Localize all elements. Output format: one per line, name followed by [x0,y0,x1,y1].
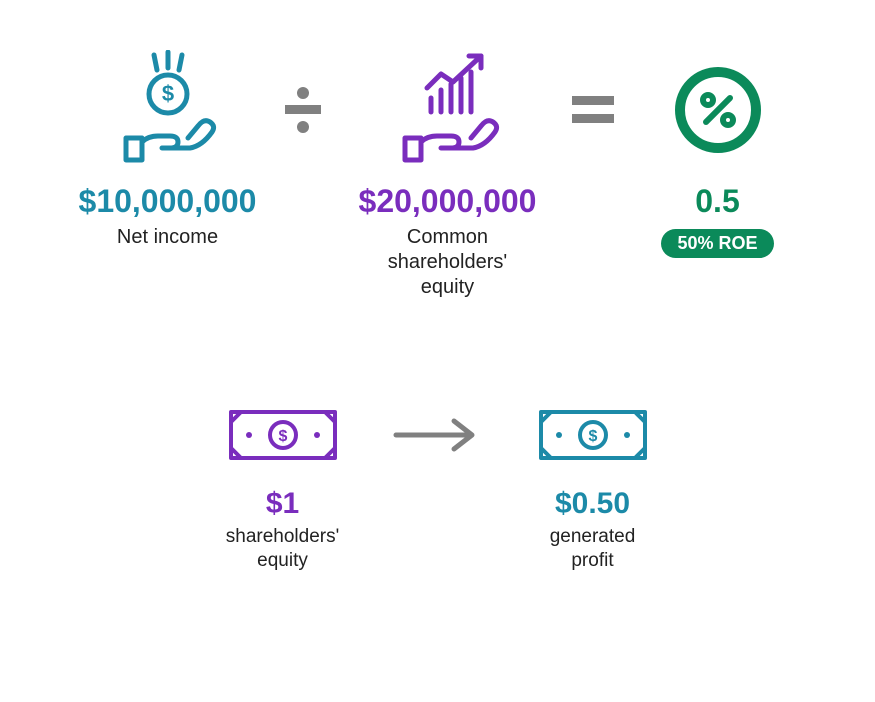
example-equity-block: $ $1 shareholders' equity [183,400,383,573]
svg-text:$: $ [588,428,597,445]
equity-label: Common shareholders' equity [388,225,507,300]
equity-value: $20,000,000 [359,184,537,219]
percent-circle-icon [668,50,768,170]
result-value: 0.5 [695,184,739,219]
example-equity-value: $1 [266,487,299,521]
hand-chart-icon [383,50,513,170]
equity-block: $20,000,000 Common shareholders' equity [338,50,558,300]
banknote-teal-icon: $ [533,400,653,475]
svg-text:$: $ [278,428,287,445]
net-income-block: $ $10,000,000 Net income [68,50,268,250]
roe-badge: 50% ROE [661,229,773,258]
example-profit-label: generated profit [550,525,636,573]
net-income-label: Net income [117,225,218,250]
example-row: $ $1 shareholders' equity $ [0,400,875,573]
result-block: 0.5 50% ROE [628,50,808,258]
example-equity-label: shareholders' equity [226,525,339,573]
hand-coin-icon: $ [108,50,228,170]
svg-text:$: $ [161,81,173,106]
example-profit-block: $ $0.50 generated profit [493,400,693,573]
arrow-icon [383,400,493,470]
banknote-purple-icon: $ [223,400,343,475]
equals-operator [558,50,628,170]
net-income-value: $10,000,000 [79,184,257,219]
divide-operator [268,50,338,170]
example-profit-value: $0.50 [555,487,630,521]
formula-row: $ $10,000,000 Net income [0,50,875,300]
